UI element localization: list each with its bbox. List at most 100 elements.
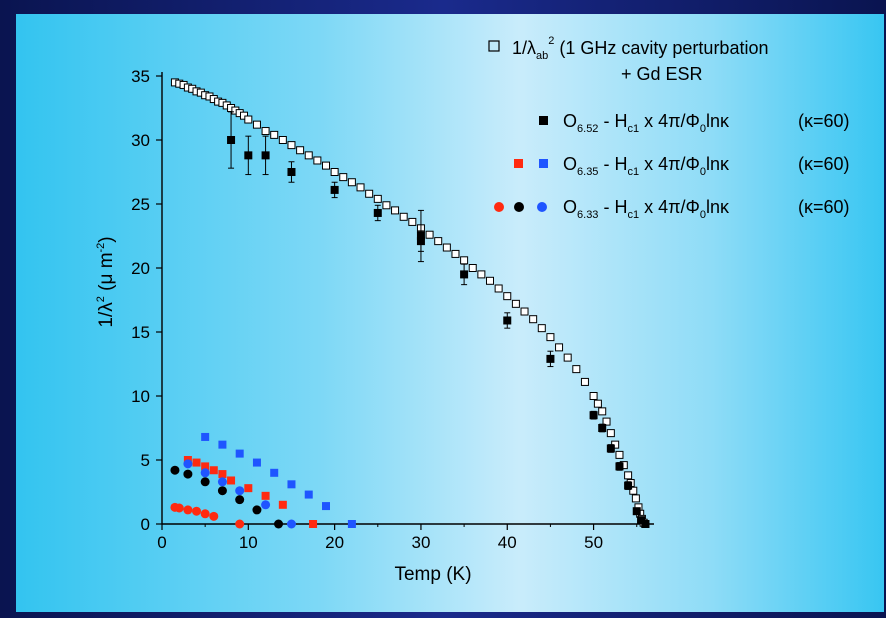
- data-point: [373, 194, 382, 203]
- data-point: [200, 477, 210, 487]
- data-point: [347, 178, 356, 187]
- data-point: [555, 343, 564, 352]
- data-point: [486, 276, 494, 285]
- data-point: [416, 232, 425, 240]
- data-point: [313, 156, 322, 165]
- y-tick-label: 30: [131, 131, 150, 150]
- data-point: [615, 450, 624, 459]
- data-point: [602, 417, 611, 426]
- data-point: [322, 502, 330, 511]
- data-point: [218, 440, 227, 449]
- data-point: [460, 256, 469, 265]
- series-O6.52: [227, 111, 650, 528]
- data-point: [330, 185, 339, 194]
- data-point: [637, 516, 646, 525]
- data-point: [631, 494, 640, 503]
- data-point: [296, 146, 305, 155]
- data-point: [244, 115, 253, 124]
- data-point: [408, 217, 417, 226]
- data-point: [460, 270, 469, 279]
- legend-kappa-o633: (κ=60): [798, 197, 850, 217]
- data-point: [546, 333, 555, 342]
- data-point: [304, 490, 313, 499]
- data-point: [520, 307, 529, 316]
- x-tick-label: 50: [584, 533, 603, 552]
- data-point: [287, 168, 296, 176]
- data-point: [287, 480, 296, 489]
- series-O6.35-blue: [201, 432, 356, 528]
- data-point: [252, 120, 261, 129]
- data-point: [235, 449, 244, 458]
- data-point: [261, 500, 271, 510]
- legend-kappa-o635: (κ=60): [798, 154, 850, 174]
- data-point: [200, 509, 210, 519]
- data-point: [503, 316, 512, 325]
- y-axis-label-unit: (μ m: [96, 252, 117, 296]
- data-point: [572, 365, 581, 374]
- data-point: [382, 201, 391, 210]
- data-point: [624, 471, 633, 480]
- data-point: [192, 458, 201, 467]
- y-tick-label: 25: [131, 195, 150, 214]
- series-cavity: [170, 78, 650, 528]
- legend-marker-cavity: [488, 40, 500, 52]
- data-point: [200, 468, 210, 478]
- data-point: [218, 470, 227, 479]
- series-O6.33-red: [170, 502, 245, 529]
- data-point: [235, 519, 245, 529]
- data-point: [546, 354, 555, 363]
- data-point: [227, 136, 236, 144]
- chart-panel: 0 10 20 30 40 50 0 5 10 15 20 25 30 35 Temp (K) 1/λ2…: [16, 14, 884, 612]
- data-point: [629, 486, 638, 495]
- x-tick-label: 10: [239, 533, 258, 552]
- data-point: [606, 429, 615, 438]
- y-tick-label: 10: [131, 387, 150, 406]
- data-point: [615, 462, 624, 471]
- data-point: [606, 444, 615, 453]
- data-point: [252, 458, 261, 467]
- y-axis-label-unit-sup: -2: [95, 243, 107, 253]
- axes: 0 10 20 30 40 50 0 5 10 15 20 25 30 35: [131, 67, 654, 552]
- data-point: [235, 495, 245, 505]
- data-point: [227, 476, 236, 485]
- legend-label-o635: O6.35 - Hc1 x 4π/Φ0lnκ: [563, 154, 730, 178]
- y-tick-label: 5: [141, 451, 150, 470]
- data-point: [201, 432, 210, 441]
- data-point: [537, 324, 546, 333]
- legend-marker-o635-blue: [539, 159, 548, 168]
- legend-label-o633: O6.33 - Hc1 x 4π/Φ0lnκ: [563, 197, 730, 221]
- legend-marker-o633-blue: [537, 202, 547, 212]
- data-point: [373, 208, 382, 217]
- data-point: [192, 506, 202, 516]
- data-point: [416, 237, 425, 246]
- data-point: [244, 151, 253, 160]
- data-point: [330, 168, 339, 176]
- data-point: [261, 491, 270, 500]
- data-point: [442, 243, 451, 252]
- x-tick-label: 0: [157, 533, 166, 552]
- data-point: [365, 189, 374, 198]
- legend-label-cavity-line2: + Gd ESR: [621, 64, 703, 84]
- data-point: [252, 505, 262, 515]
- data-point: [598, 424, 607, 432]
- legend-label-cavity: 1/λab2 (1 GHz cavity perturbation: [512, 35, 768, 62]
- legend: 1/λab2 (1 GHz cavity perturbation + Gd E…: [488, 35, 850, 221]
- data-point: [468, 264, 477, 272]
- x-tick-label: 40: [498, 533, 517, 552]
- data-point: [304, 151, 313, 160]
- data-point: [217, 486, 227, 496]
- data-point: [174, 503, 184, 513]
- legend-marker-o635-red: [514, 159, 523, 168]
- data-point: [270, 468, 279, 477]
- data-point: [270, 130, 279, 139]
- data-point: [494, 284, 503, 293]
- y-axis-label: 1/λ2 (μ m-2): [95, 236, 117, 327]
- data-point: [339, 173, 348, 182]
- data-point: [347, 520, 356, 528]
- data-point: [261, 151, 270, 160]
- y-tick-label: 0: [141, 515, 150, 534]
- data-point: [278, 500, 287, 509]
- x-tick-label: 30: [411, 533, 430, 552]
- y-axis-label-main: 1/λ: [96, 302, 117, 328]
- data-point: [503, 292, 512, 301]
